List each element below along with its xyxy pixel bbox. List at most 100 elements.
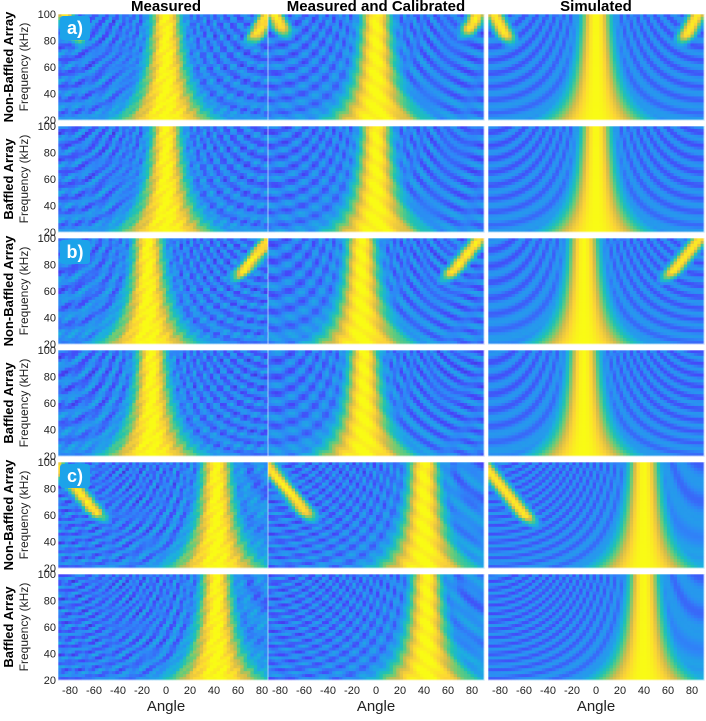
heatmap-cell — [223, 23, 227, 26]
heatmap-cell — [268, 58, 272, 61]
heatmap-cell — [112, 96, 116, 99]
heatmap-cell — [159, 96, 163, 99]
heatmap-cell — [142, 52, 146, 55]
y-tick-label: 40 — [44, 89, 56, 101]
heatmap-cell — [186, 70, 190, 73]
heatmap-cell — [471, 46, 475, 49]
heatmap-cell — [234, 85, 238, 88]
heatmap-cell — [390, 41, 394, 44]
heatmap-cell — [373, 76, 377, 79]
heatmap-cell — [271, 29, 275, 32]
heatmap-cell — [186, 105, 190, 108]
heatmap-cell — [129, 105, 133, 108]
heatmap-cell — [471, 61, 475, 64]
heatmap-cell — [406, 82, 410, 85]
heatmap-cell — [383, 20, 387, 23]
heatmap-cell — [217, 111, 221, 114]
heatmap-cell — [153, 58, 157, 61]
heatmap-cell — [288, 58, 292, 61]
heatmap-cell — [329, 94, 333, 97]
heatmap-cell — [217, 91, 221, 94]
heatmap-cell — [410, 102, 414, 105]
heatmap-cell — [58, 99, 62, 102]
heatmap-cell — [122, 46, 126, 49]
heatmap-cell — [65, 64, 69, 67]
heatmap-cell — [346, 85, 350, 88]
heatmap-cell — [393, 38, 397, 41]
heatmap-cell — [176, 88, 180, 91]
heatmap-cell — [176, 43, 180, 46]
heatmap-cell — [186, 43, 190, 46]
heatmap-cell — [58, 52, 62, 55]
heatmap-cell — [396, 23, 400, 26]
heatmap-cell — [464, 85, 468, 88]
heatmap-cell — [207, 105, 211, 108]
heatmap-cell — [153, 102, 157, 105]
heatmap-cell — [396, 102, 400, 105]
heatmap-cell — [288, 52, 292, 55]
heatmap-cell — [471, 49, 475, 52]
heatmap-cell — [227, 91, 231, 94]
heatmap-cell — [477, 32, 481, 35]
heatmap-cell — [312, 91, 316, 94]
heatmap-cell — [72, 73, 76, 76]
heatmap-cell — [105, 96, 109, 99]
heatmap-cell — [240, 32, 244, 35]
heatmap-cell — [102, 61, 106, 64]
heatmap-cell — [322, 82, 326, 85]
heatmap-cell — [244, 79, 248, 82]
heatmap-cell — [85, 114, 89, 117]
heatmap-cell — [400, 91, 404, 94]
heatmap-cell — [376, 49, 380, 52]
heatmap-cell — [95, 46, 99, 49]
heatmap-cell — [447, 61, 451, 64]
heatmap-cell — [196, 108, 200, 111]
heatmap-cell — [196, 43, 200, 46]
heatmap-cell — [282, 17, 286, 20]
heatmap-cell — [366, 52, 370, 55]
heatmap-cell — [477, 46, 481, 49]
heatmap-cell — [339, 88, 343, 91]
heatmap-cell — [156, 61, 160, 64]
heatmap-cell — [285, 32, 289, 35]
heatmap-cell — [203, 49, 207, 52]
heatmap-cell — [423, 46, 427, 49]
heatmap-cell — [366, 99, 370, 102]
heatmap-cell — [95, 41, 99, 44]
heatmap-cell — [342, 58, 346, 61]
heatmap-cell — [464, 41, 468, 44]
heatmap-cell — [247, 64, 251, 67]
heatmap-cell — [217, 32, 221, 35]
heatmap-cell — [295, 14, 299, 17]
heatmap-cell — [254, 46, 258, 49]
heatmap-cell — [282, 70, 286, 73]
heatmap-cell — [329, 85, 333, 88]
heatmap-cell — [139, 111, 143, 114]
heatmap-cell — [126, 20, 130, 23]
heatmap-cell — [115, 61, 119, 64]
heatmap-cell — [474, 49, 478, 52]
heatmap-cell — [240, 88, 244, 91]
heatmap-cell — [332, 32, 336, 35]
heatmap-cell — [129, 85, 133, 88]
heatmap-cell — [413, 99, 417, 102]
heatmap-cell — [220, 108, 224, 111]
heatmap-cell — [99, 52, 103, 55]
heatmap-cell — [379, 67, 383, 70]
heatmap-cell — [413, 38, 417, 41]
heatmap-cell — [176, 49, 180, 52]
heatmap-cell — [122, 102, 126, 105]
heatmap-cell — [163, 17, 167, 20]
heatmap-cell — [234, 76, 238, 79]
heatmap-cell — [278, 73, 282, 76]
heatmap-cell — [88, 67, 92, 70]
heatmap-cell — [58, 94, 62, 97]
heatmap-cell — [210, 35, 214, 38]
heatmap-cell — [356, 79, 360, 82]
heatmap-cell — [109, 49, 113, 52]
heatmap-cell — [403, 96, 407, 99]
heatmap-cell — [159, 82, 163, 85]
heatmap-cell — [210, 114, 214, 117]
heatmap-cell — [288, 26, 292, 29]
heatmap-cell — [420, 64, 424, 67]
